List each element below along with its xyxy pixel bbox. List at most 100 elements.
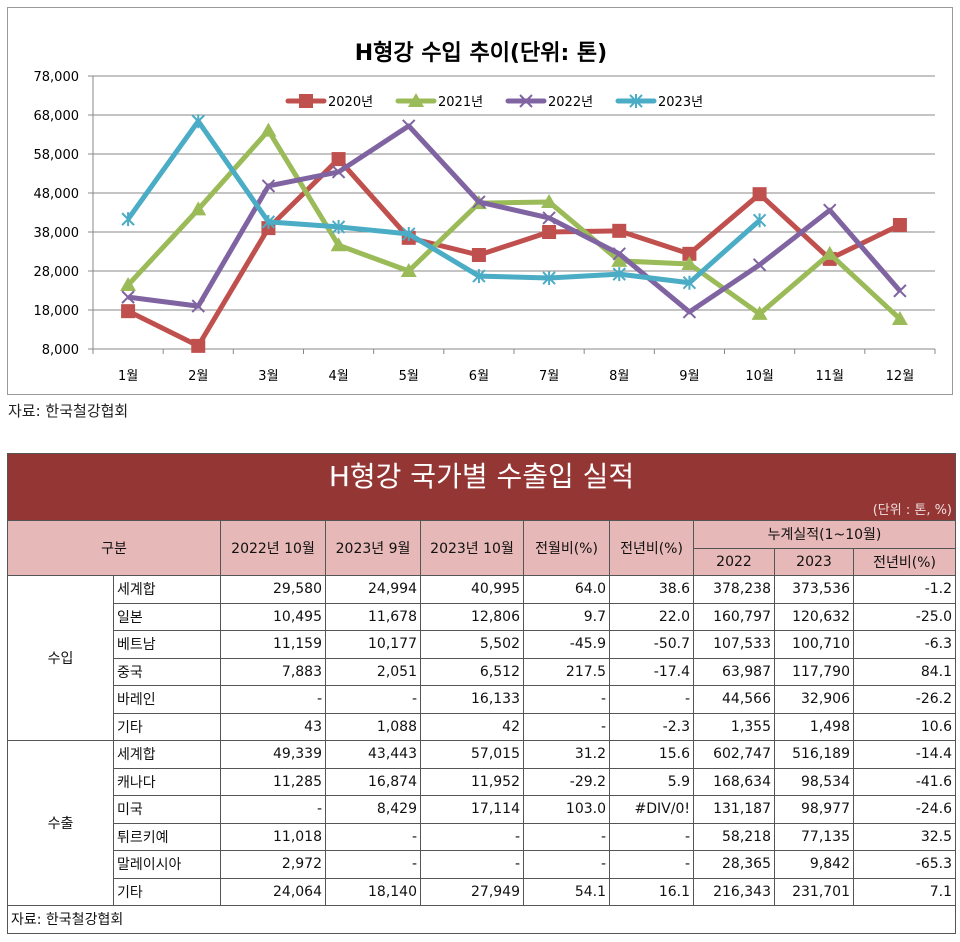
value-cell: 38.6 <box>609 575 694 604</box>
data-point <box>261 179 276 193</box>
value-cell: 11,952 <box>420 767 524 796</box>
table-row: 미국 -8,429 17,114 103.0 #DIV/0! 131,187 98,977-… <box>8 795 957 824</box>
country-cell: 세계합 <box>113 740 221 769</box>
value-cell: 103.0 <box>523 795 610 824</box>
data-point <box>752 187 767 202</box>
data-point <box>542 225 557 239</box>
value-cell: 516,189 <box>774 740 854 769</box>
data-point <box>191 114 205 129</box>
data-point <box>400 263 417 277</box>
country-cell: 말레이시아 <box>113 850 221 879</box>
value-cell: - <box>325 822 421 851</box>
value-cell: -1.2 <box>852 575 957 604</box>
chart-title: H형강 수입 추이(단위: 톤) <box>355 41 607 66</box>
value-cell: 29,580 <box>220 575 326 604</box>
header-mom: 전월비(%) <box>523 520 610 576</box>
data-point <box>612 267 626 282</box>
line-chart: H형강 수입 추이(단위: 톤) 8,000 18,000 28,000 38,000 4… <box>34 41 936 384</box>
x-tick-label: 1월 <box>118 369 138 384</box>
value-cell: 216,343 <box>693 877 775 906</box>
value-cell: 378,238 <box>693 575 775 604</box>
value-cell: -6.3 <box>852 630 957 659</box>
value-cell: -14.4 <box>852 740 957 769</box>
country-cell: 중국 <box>113 657 221 686</box>
value-cell: 24,064 <box>220 877 326 906</box>
header-cum-yoy: 전년비(%) <box>852 547 957 576</box>
x-tick-label: 5월 <box>399 369 419 384</box>
value-cell: 1,355 <box>693 712 775 741</box>
legend-marker <box>629 94 643 108</box>
value-cell: 16,133 <box>420 685 524 714</box>
value-cell: -29.2 <box>523 767 610 796</box>
value-cell: -24.6 <box>852 795 957 824</box>
table-title: H형강 국가별 수출입 실적 <box>6 453 957 496</box>
data-point <box>121 212 135 227</box>
value-cell: - <box>523 822 610 851</box>
value-cell: 217.5 <box>523 657 610 686</box>
legend-marker <box>299 94 313 108</box>
value-cell: 98,534 <box>774 767 854 796</box>
table-source: 자료: 한국철강협회 <box>6 905 957 934</box>
table-row: 중국 7,883 2,051 6,512 217.5 -17.4 63,987 117,790… <box>8 657 957 686</box>
header-category: 구분 <box>7 520 221 576</box>
y-tick-label: 58,000 <box>34 148 80 163</box>
legend-marker <box>408 93 424 107</box>
value-cell: 231,701 <box>774 877 854 906</box>
data-point <box>891 310 908 325</box>
data-point <box>751 305 768 320</box>
value-cell: 168,634 <box>693 767 775 796</box>
value-cell: 43,443 <box>325 740 421 769</box>
table-row: 베트남 11,159 10,177 5,502 -45.9 -50.7 107,533 100… <box>8 630 957 659</box>
x-tick-label: 6월 <box>469 369 489 384</box>
value-cell: - <box>325 850 421 879</box>
value-cell: -25.0 <box>852 602 957 631</box>
value-cell: 2,051 <box>325 657 421 686</box>
country-cell: 베트남 <box>113 630 221 659</box>
value-cell: - <box>609 822 694 851</box>
country-cell: 미국 <box>113 795 221 824</box>
data-point <box>330 237 347 252</box>
series-line-2023년 <box>126 118 762 286</box>
value-cell: - <box>523 850 610 879</box>
header-2023-sep: 2023년 9월 <box>325 520 421 576</box>
value-cell: - <box>609 850 694 879</box>
value-cell: 49,339 <box>220 740 326 769</box>
value-cell: 1,088 <box>325 712 421 741</box>
table-row: 수입 세계합 29,580 24,994 40,995 64.0 38.6 378,238 37… <box>7 575 957 741</box>
data-point <box>121 290 135 304</box>
y-tick-label: 68,000 <box>34 109 80 124</box>
x-tick-label: 11월 <box>815 369 844 384</box>
value-cell: 12,806 <box>420 602 524 631</box>
value-cell: #DIV/0! <box>609 795 694 824</box>
data-point <box>821 245 838 260</box>
y-tick-label: 28,000 <box>34 265 80 280</box>
value-cell: - <box>325 685 421 714</box>
table-row: 기타 24,064 18,140 27,949 54.1 16.1 216,343 231,7… <box>8 877 957 906</box>
value-cell: -26.2 <box>852 685 957 714</box>
data-point <box>893 284 907 298</box>
value-cell: 84.1 <box>852 657 957 686</box>
value-cell: -41.6 <box>852 767 957 796</box>
value-cell: 16,874 <box>325 767 421 796</box>
data-point <box>190 201 207 216</box>
data-point <box>612 247 626 261</box>
data-point <box>191 338 206 353</box>
table-unit: (단위 : 톤, %) <box>6 496 957 521</box>
value-cell: 44,566 <box>693 685 775 714</box>
data-point <box>542 211 556 225</box>
value-cell: 42 <box>420 712 524 741</box>
table-row: 튀르키예 11,018- - - -58,218 77,135 32.5 <box>8 822 957 851</box>
value-cell: 11,018 <box>220 822 326 851</box>
legend-label: 2020년 <box>328 95 373 110</box>
y-tick-label: 8,000 <box>42 343 79 358</box>
value-cell: 602,747 <box>693 740 775 769</box>
value-cell: - <box>523 685 610 714</box>
x-tick-label: 10월 <box>745 369 774 384</box>
import-trend-chart: H형강 수입 추이(단위: 톤) 8,000 18,000 28,000 38,000 4… <box>7 7 953 395</box>
data-point <box>471 248 486 263</box>
value-cell: 9,842 <box>774 850 854 879</box>
value-cell: 131,187 <box>693 795 775 824</box>
value-cell: - <box>420 850 524 879</box>
value-cell: 10,177 <box>325 630 421 659</box>
country-cell: 기타 <box>113 877 221 906</box>
